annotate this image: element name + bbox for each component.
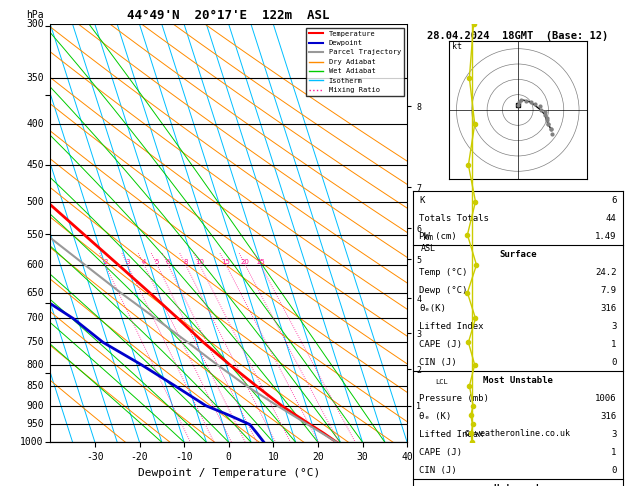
Text: CIN (J): CIN (J) xyxy=(419,466,457,474)
Text: Temp (°C): Temp (°C) xyxy=(419,268,467,277)
Text: 0: 0 xyxy=(611,466,616,474)
Text: 3: 3 xyxy=(611,430,616,438)
Text: © weatheronline.co.uk: © weatheronline.co.uk xyxy=(465,429,571,438)
Text: 1000: 1000 xyxy=(20,437,43,447)
Text: 450: 450 xyxy=(26,160,43,170)
Text: 24.2: 24.2 xyxy=(595,268,616,277)
Text: 6: 6 xyxy=(166,259,170,265)
Text: 550: 550 xyxy=(26,230,43,240)
Y-axis label: km
ASL: km ASL xyxy=(421,233,436,253)
Text: 1.49: 1.49 xyxy=(595,232,616,241)
Text: 2: 2 xyxy=(103,259,108,265)
Text: 650: 650 xyxy=(26,288,43,298)
Text: 1: 1 xyxy=(611,340,616,349)
Text: 750: 750 xyxy=(26,337,43,347)
Text: θₑ(K): θₑ(K) xyxy=(419,304,446,313)
Text: 900: 900 xyxy=(26,400,43,411)
Text: 400: 400 xyxy=(26,119,43,129)
Text: 600: 600 xyxy=(26,260,43,270)
Text: 1006: 1006 xyxy=(595,394,616,403)
Text: Lifted Index: Lifted Index xyxy=(419,322,484,331)
Text: 20: 20 xyxy=(241,259,250,265)
Text: 5: 5 xyxy=(155,259,159,265)
X-axis label: Dewpoint / Temperature (°C): Dewpoint / Temperature (°C) xyxy=(138,468,320,478)
Text: 300: 300 xyxy=(26,19,43,29)
Text: 500: 500 xyxy=(26,197,43,207)
Text: 3: 3 xyxy=(125,259,130,265)
Text: LCL: LCL xyxy=(436,379,448,385)
Text: 44: 44 xyxy=(606,214,616,223)
Text: Surface: Surface xyxy=(499,250,537,259)
Text: 0: 0 xyxy=(611,358,616,367)
Text: 800: 800 xyxy=(26,360,43,370)
Text: 350: 350 xyxy=(26,73,43,83)
Text: 316: 316 xyxy=(600,304,616,313)
Text: 950: 950 xyxy=(26,419,43,430)
Text: 10: 10 xyxy=(195,259,204,265)
Text: 700: 700 xyxy=(26,313,43,324)
Legend: Temperature, Dewpoint, Parcel Trajectory, Dry Adiabat, Wet Adiabat, Isotherm, Mi: Temperature, Dewpoint, Parcel Trajectory… xyxy=(306,28,404,96)
Text: 7.9: 7.9 xyxy=(600,286,616,295)
Text: hPa: hPa xyxy=(26,10,43,20)
Text: 316: 316 xyxy=(600,412,616,421)
Text: 25: 25 xyxy=(256,259,265,265)
Text: PW (cm): PW (cm) xyxy=(419,232,457,241)
Text: Hodograph: Hodograph xyxy=(494,484,542,486)
Text: 3: 3 xyxy=(611,322,616,331)
Text: K: K xyxy=(419,196,425,205)
Text: CAPE (J): CAPE (J) xyxy=(419,448,462,456)
Text: θₑ (K): θₑ (K) xyxy=(419,412,452,421)
Text: CAPE (J): CAPE (J) xyxy=(419,340,462,349)
Text: 850: 850 xyxy=(26,381,43,391)
Text: 4: 4 xyxy=(142,259,146,265)
Title: 44°49'N  20°17'E  122m  ASL: 44°49'N 20°17'E 122m ASL xyxy=(128,9,330,22)
Text: Dewp (°C): Dewp (°C) xyxy=(419,286,467,295)
Text: 15: 15 xyxy=(221,259,230,265)
Text: Most Unstable: Most Unstable xyxy=(483,376,553,385)
Text: Lifted Index: Lifted Index xyxy=(419,430,484,438)
Text: 8: 8 xyxy=(184,259,188,265)
Text: Totals Totals: Totals Totals xyxy=(419,214,489,223)
Text: Pressure (mb): Pressure (mb) xyxy=(419,394,489,403)
Text: 1: 1 xyxy=(611,448,616,456)
Text: 28.04.2024  18GMT  (Base: 12): 28.04.2024 18GMT (Base: 12) xyxy=(427,31,608,40)
Text: CIN (J): CIN (J) xyxy=(419,358,457,367)
Text: 6: 6 xyxy=(611,196,616,205)
